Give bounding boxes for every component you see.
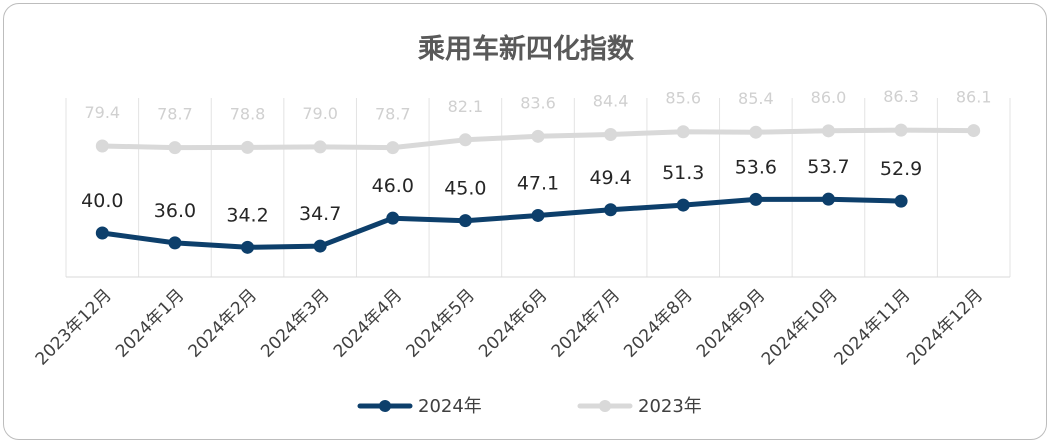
- data-label: 86.0: [811, 88, 847, 107]
- data-point: [676, 125, 690, 139]
- chart-title: 乘用车新四化指数: [417, 33, 635, 65]
- data-point: [386, 211, 400, 225]
- data-label: 53.6: [735, 156, 777, 178]
- data-label: 36.0: [154, 200, 196, 222]
- data-label: 85.6: [665, 89, 701, 108]
- x-tick-label: 2024年10月: [758, 285, 842, 369]
- data-label: 85.4: [738, 89, 774, 108]
- data-label: 82.1: [448, 97, 484, 116]
- data-label: 84.4: [593, 92, 629, 111]
- data-labels: 79.4 78.7 78.8 79.0 78.7 82.1 83.6 84.4 85.6 85.4…: [81, 87, 991, 226]
- data-label: 34.7: [299, 203, 341, 225]
- x-tick-label: 2024年12月: [903, 285, 987, 369]
- data-point: [313, 239, 327, 253]
- x-tick-label: 2024年5月: [402, 285, 478, 361]
- data-label: 78.8: [230, 104, 266, 123]
- data-label: 47.1: [517, 172, 559, 194]
- data-point: [821, 192, 835, 206]
- data-label: 40.0: [81, 190, 123, 212]
- legend-label: 2023年: [638, 396, 702, 417]
- x-tick-label: 2024年7月: [548, 285, 624, 361]
- x-tick-label: 2024年9月: [693, 285, 769, 361]
- data-point: [749, 192, 763, 206]
- data-point: [676, 198, 690, 212]
- data-point: [386, 141, 400, 155]
- x-tick-label: 2024年6月: [475, 285, 551, 361]
- data-point: [241, 240, 255, 254]
- legend-marker: [379, 400, 391, 412]
- data-point: [894, 194, 908, 208]
- data-point: [894, 123, 908, 137]
- data-label: 86.1: [956, 88, 992, 107]
- series-line-2024: [99, 196, 904, 250]
- x-tick-label: 2024年4月: [330, 285, 406, 361]
- chart-frame: [3, 3, 1047, 440]
- x-tick-label: 2023年12月: [32, 285, 116, 369]
- data-point: [168, 141, 182, 155]
- legend-label: 2024年: [418, 396, 482, 417]
- data-point: [458, 214, 472, 228]
- data-point: [749, 125, 763, 139]
- data-point: [458, 133, 472, 147]
- x-tick-label: 2024年3月: [257, 285, 333, 361]
- data-label: 53.7: [807, 156, 849, 178]
- data-label: 83.6: [520, 93, 556, 112]
- x-tick-label: 2024年11月: [831, 285, 915, 369]
- x-tick-label: 2024年8月: [620, 285, 696, 361]
- data-point: [95, 226, 109, 240]
- data-label: 79.0: [302, 104, 338, 123]
- x-tick-label: 2024年2月: [185, 285, 261, 361]
- data-label: 46.0: [372, 175, 414, 197]
- data-point: [313, 140, 327, 154]
- data-point: [168, 236, 182, 250]
- data-label: 51.3: [662, 162, 704, 184]
- data-label: 78.7: [375, 105, 411, 124]
- data-point: [604, 203, 618, 217]
- data-point: [241, 140, 255, 154]
- data-point: [95, 139, 109, 153]
- data-label: 49.4: [589, 167, 631, 189]
- series-lines: [95, 123, 981, 254]
- data-label: 52.9: [880, 158, 922, 180]
- legend: 2024年 2023年: [357, 396, 702, 417]
- x-tick-label: 2024年1月: [112, 285, 188, 361]
- x-axis-ticks: 2023年12月2024年1月2024年2月2024年3月2024年4月2024…: [32, 285, 987, 369]
- data-point: [967, 124, 981, 138]
- legend-marker: [599, 400, 611, 412]
- data-label: 45.0: [444, 178, 486, 200]
- data-point: [821, 124, 835, 138]
- data-point: [604, 128, 618, 141]
- data-label: 79.4: [84, 103, 120, 122]
- grid-lines: [65, 98, 1011, 278]
- data-label: 86.3: [883, 87, 919, 106]
- data-label: 78.7: [157, 105, 193, 124]
- data-point: [531, 208, 545, 222]
- data-point: [531, 129, 545, 143]
- data-label: 34.2: [226, 204, 268, 226]
